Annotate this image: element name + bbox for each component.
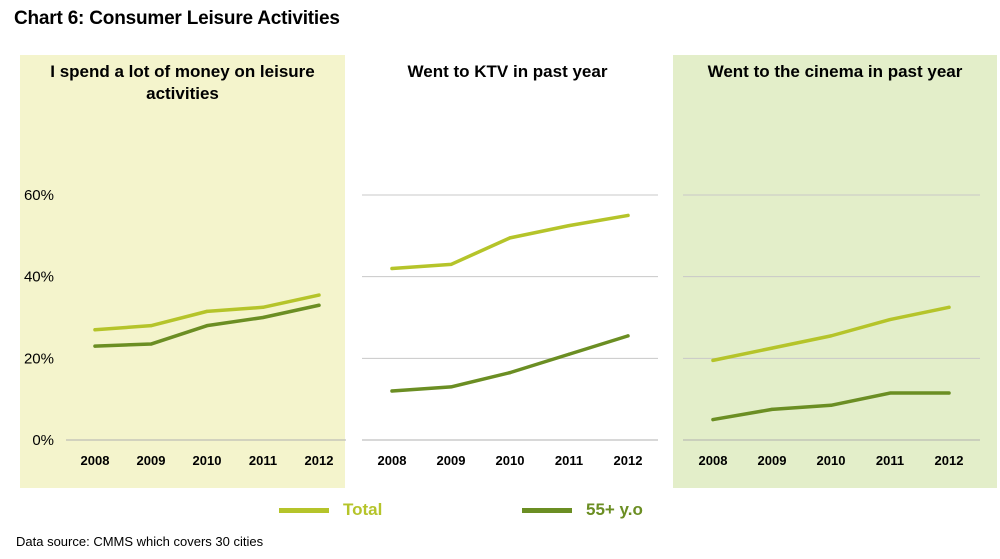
data-point-55-y-o [888,391,892,395]
data-point-total [261,305,265,309]
data-point-55-y-o [205,324,209,328]
data-point-total [711,358,715,362]
data-point-55-y-o [626,334,630,338]
data-point-total [205,309,209,313]
data-point-55-y-o [567,352,571,356]
y-tick-label: 20% [24,350,54,367]
data-point-55-y-o [261,315,265,320]
data-point-55-y-o [711,417,715,422]
data-point-total [829,334,833,338]
x-tick-label: 2012 [614,453,643,468]
x-tick-label: 2009 [137,453,166,468]
data-point-55-y-o [829,403,833,407]
y-tick-label: 40% [24,269,54,286]
y-tick-label: 0% [32,432,54,449]
legend-item-total: Total [279,500,382,520]
legend-swatch-55plus [522,507,572,513]
x-tick-label: 2011 [555,453,583,468]
series-line-55-y-o [390,334,630,393]
x-tick-label: 2012 [305,453,334,468]
data-point-total [317,293,321,297]
data-point-55-y-o [317,303,321,307]
data-point-total [770,346,774,350]
data-point-total [508,236,512,240]
data-point-total [947,305,951,309]
series-line-total [711,305,951,363]
legend: Total 55+ y.o [0,500,1000,524]
page-title: Chart 6: Consumer Leisure Activities [14,8,340,29]
data-point-55-y-o [390,389,394,393]
panel-ktv: Went to KTV in past year [345,55,670,488]
data-point-55-y-o [947,391,951,395]
x-tick-label: 2012 [935,453,964,468]
panel-title-cinema: Went to the cinema in past year [707,62,963,81]
data-point-55-y-o [770,407,774,411]
x-tick-label: 2010 [193,453,222,468]
legend-label-55plus: 55+ y.o [586,500,643,519]
x-tick-label: 2010 [817,453,846,468]
data-point-55-y-o [449,385,453,389]
data-point-total [93,328,97,332]
x-tick-label: 2008 [699,453,728,468]
data-point-total [888,317,892,322]
data-point-55-y-o [93,344,97,348]
x-tick-label: 2008 [81,453,110,468]
legend-item-55plus: 55+ y.o [522,500,643,520]
x-tick-label: 2009 [437,453,466,468]
x-tick-label: 2011 [249,453,277,468]
x-tick-label: 2010 [496,453,525,468]
data-point-total [626,213,630,218]
x-tick-label: 2008 [378,453,407,468]
footnote: Data source: CMMS which covers 30 cities [16,534,264,549]
panel-title-leisure-spending: I spend a lot of money on leisure activi… [50,62,315,103]
data-point-total [390,266,394,271]
data-point-55-y-o [149,342,153,346]
data-point-total [149,324,153,328]
series-line-total [390,213,630,271]
legend-label-total: Total [343,500,383,519]
data-point-total [449,262,453,267]
panel-title-ktv: Went to KTV in past year [407,62,608,81]
panel-leisure-spending: I spend a lot of money on leisure activi… [20,55,345,488]
y-tick-label: 60% [24,187,54,204]
x-tick-label: 2009 [758,453,787,468]
data-point-total [567,224,571,228]
data-point-55-y-o [508,371,512,375]
x-tick-label: 2011 [876,453,904,468]
legend-swatch-total [279,507,329,513]
